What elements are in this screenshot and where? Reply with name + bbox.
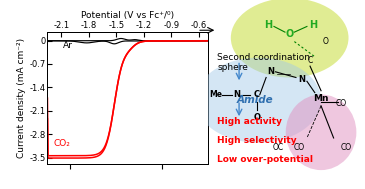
Text: O: O (285, 29, 294, 39)
Text: N: N (299, 75, 306, 84)
Text: High activity: High activity (217, 117, 282, 126)
Text: Mn: Mn (313, 94, 329, 103)
Text: Amide: Amide (237, 95, 273, 105)
Y-axis label: Current density (mA cm⁻²): Current density (mA cm⁻²) (18, 38, 26, 158)
Text: Second coordination
sphere: Second coordination sphere (217, 53, 310, 72)
Text: Low over-potential: Low over-potential (217, 155, 313, 164)
Text: N: N (267, 67, 274, 76)
Text: CO₂: CO₂ (54, 139, 71, 148)
Text: High selectivity: High selectivity (217, 136, 297, 145)
Text: OC: OC (273, 143, 284, 152)
Text: O: O (323, 37, 329, 46)
Text: CO: CO (336, 99, 347, 108)
Text: H: H (309, 20, 317, 29)
Text: CO: CO (341, 143, 352, 152)
Ellipse shape (286, 94, 356, 170)
Ellipse shape (196, 58, 321, 143)
Text: Me: Me (210, 90, 222, 99)
Text: N: N (233, 90, 240, 99)
Text: C: C (254, 90, 260, 99)
Text: H: H (264, 20, 272, 29)
Text: Ar: Ar (63, 41, 73, 50)
Text: O: O (253, 113, 260, 122)
X-axis label: Potential (V vs Fc⁺/⁰): Potential (V vs Fc⁺/⁰) (81, 11, 174, 20)
Text: CO: CO (293, 143, 305, 152)
Text: C: C (307, 56, 313, 65)
Ellipse shape (231, 0, 349, 77)
